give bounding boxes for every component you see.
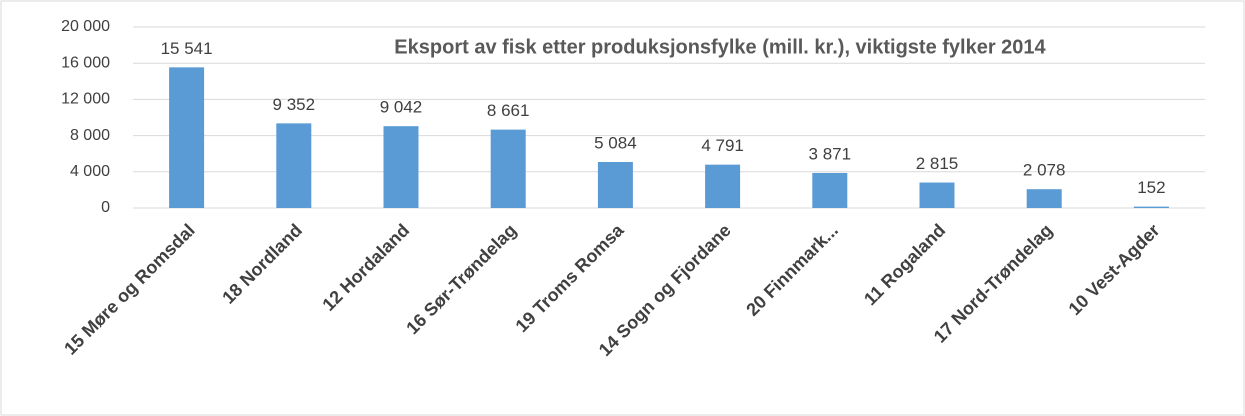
bar: [705, 164, 741, 208]
y-tick-label: 20 000: [61, 18, 110, 35]
bar: [919, 182, 955, 208]
data-label: 2 078: [1023, 161, 1066, 180]
data-label: 5 084: [594, 133, 637, 152]
data-label: 4 791: [701, 136, 744, 155]
data-label: 152: [1137, 178, 1165, 197]
bar: [597, 161, 633, 208]
data-label: 9 042: [380, 98, 423, 117]
bar: [490, 129, 526, 208]
data-label: 9 352: [273, 95, 316, 114]
bar: [1026, 189, 1062, 208]
data-label: 15 541: [161, 39, 213, 58]
y-tick-label: 16 000: [61, 54, 110, 71]
bar: [383, 126, 419, 208]
bar: [169, 67, 205, 209]
y-tick-label: 12 000: [61, 91, 110, 108]
y-tick-label: 8 000: [70, 127, 110, 144]
bar: [812, 172, 848, 208]
bar: [276, 123, 312, 208]
y-tick-label: 0: [101, 199, 110, 216]
data-label: 8 661: [487, 101, 530, 120]
data-label: 2 815: [916, 154, 959, 173]
y-tick-label: 4 000: [70, 163, 110, 180]
data-label: 3 871: [809, 144, 852, 163]
chart-title: Eksport av fisk etter produksjonsfylke (…: [394, 36, 1046, 58]
bar: [1133, 206, 1169, 208]
